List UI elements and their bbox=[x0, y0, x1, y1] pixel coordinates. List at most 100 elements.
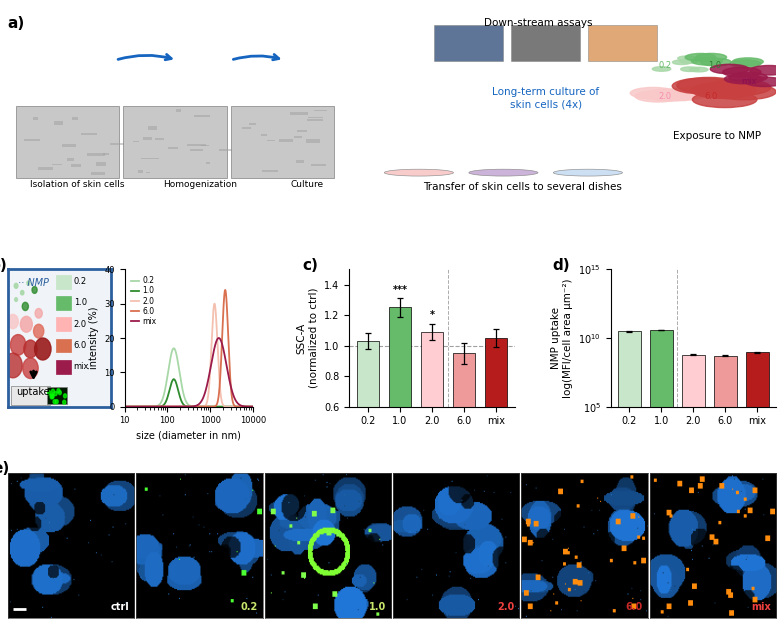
mix bbox=[214, 334, 223, 342]
FancyBboxPatch shape bbox=[307, 119, 323, 121]
Circle shape bbox=[652, 67, 671, 71]
Circle shape bbox=[750, 66, 784, 75]
1.0 bbox=[245, 403, 254, 411]
Circle shape bbox=[691, 57, 722, 65]
mix bbox=[179, 403, 188, 411]
FancyBboxPatch shape bbox=[307, 117, 323, 118]
Circle shape bbox=[745, 77, 783, 87]
Text: b): b) bbox=[0, 258, 7, 273]
Circle shape bbox=[673, 60, 691, 64]
Text: ***: *** bbox=[392, 285, 408, 295]
0.2 bbox=[169, 344, 179, 352]
Text: a): a) bbox=[8, 16, 25, 31]
Circle shape bbox=[710, 64, 749, 74]
FancyBboxPatch shape bbox=[67, 158, 74, 161]
6.0 bbox=[221, 288, 230, 296]
Line: 2.0: 2.0 bbox=[125, 304, 253, 407]
FancyBboxPatch shape bbox=[267, 140, 275, 142]
Circle shape bbox=[20, 316, 32, 332]
2.0 bbox=[221, 403, 230, 411]
0.2 bbox=[221, 403, 230, 411]
Circle shape bbox=[57, 389, 60, 393]
FancyBboxPatch shape bbox=[187, 144, 206, 146]
Text: mix: mix bbox=[74, 363, 89, 371]
Text: 1.0: 1.0 bbox=[74, 298, 87, 308]
FancyBboxPatch shape bbox=[123, 106, 227, 178]
FancyBboxPatch shape bbox=[111, 144, 127, 145]
Text: Homogenization: Homogenization bbox=[163, 180, 237, 189]
1.0 bbox=[126, 403, 136, 411]
Circle shape bbox=[14, 283, 18, 288]
FancyBboxPatch shape bbox=[311, 163, 326, 166]
2.0 bbox=[210, 300, 220, 308]
Circle shape bbox=[10, 334, 26, 355]
Circle shape bbox=[8, 314, 18, 329]
Circle shape bbox=[677, 77, 742, 94]
FancyBboxPatch shape bbox=[262, 170, 278, 172]
Text: Down-stream assays: Down-stream assays bbox=[484, 18, 592, 28]
2.0 bbox=[126, 403, 136, 411]
FancyBboxPatch shape bbox=[168, 147, 178, 149]
Circle shape bbox=[54, 391, 57, 396]
Circle shape bbox=[34, 324, 44, 338]
Text: *: * bbox=[430, 311, 434, 321]
Bar bbox=[421, 332, 443, 498]
Line: 0.2: 0.2 bbox=[125, 348, 253, 407]
0.2 bbox=[179, 391, 188, 398]
FancyBboxPatch shape bbox=[194, 115, 210, 117]
Text: 6.0: 6.0 bbox=[74, 341, 87, 350]
6.0 bbox=[120, 403, 129, 411]
Circle shape bbox=[53, 399, 56, 404]
Bar bbox=[11, 386, 50, 405]
FancyBboxPatch shape bbox=[297, 130, 307, 132]
Bar bbox=[485, 338, 507, 498]
Text: Culture: Culture bbox=[291, 180, 324, 189]
Ellipse shape bbox=[384, 169, 453, 176]
Circle shape bbox=[692, 92, 757, 107]
1.0 bbox=[249, 403, 258, 411]
Circle shape bbox=[706, 79, 771, 95]
Bar bbox=[714, 356, 737, 624]
2.0 bbox=[249, 403, 258, 411]
Circle shape bbox=[4, 353, 22, 378]
Ellipse shape bbox=[554, 169, 622, 176]
Bar bbox=[682, 355, 705, 624]
FancyBboxPatch shape bbox=[62, 144, 75, 147]
mix bbox=[183, 403, 192, 411]
6.0 bbox=[245, 403, 254, 411]
0.2 bbox=[249, 403, 258, 411]
Circle shape bbox=[15, 298, 17, 301]
Bar bbox=[389, 308, 411, 498]
mix bbox=[120, 403, 129, 411]
Text: 0.2: 0.2 bbox=[241, 602, 258, 612]
FancyBboxPatch shape bbox=[33, 117, 38, 120]
Circle shape bbox=[648, 89, 694, 101]
Circle shape bbox=[730, 60, 760, 67]
FancyBboxPatch shape bbox=[71, 117, 78, 120]
FancyBboxPatch shape bbox=[52, 164, 62, 165]
Circle shape bbox=[24, 340, 37, 358]
Bar bbox=[618, 331, 641, 624]
Circle shape bbox=[700, 58, 731, 66]
Text: 2.0: 2.0 bbox=[74, 319, 87, 329]
Circle shape bbox=[63, 400, 66, 404]
Bar bbox=[56, 360, 71, 374]
Bar bbox=[56, 339, 71, 353]
FancyBboxPatch shape bbox=[314, 110, 327, 111]
Circle shape bbox=[35, 308, 42, 318]
Circle shape bbox=[685, 54, 716, 61]
FancyBboxPatch shape bbox=[24, 139, 40, 141]
1.0 bbox=[169, 376, 179, 383]
Circle shape bbox=[712, 84, 776, 100]
Bar bbox=[452, 353, 475, 498]
Text: mix: mix bbox=[751, 602, 771, 612]
FancyBboxPatch shape bbox=[434, 25, 503, 61]
0.2 bbox=[245, 403, 254, 411]
Text: e): e) bbox=[0, 461, 10, 476]
Text: Isolation of skin cells: Isolation of skin cells bbox=[30, 180, 124, 189]
FancyBboxPatch shape bbox=[87, 154, 105, 157]
FancyBboxPatch shape bbox=[155, 139, 164, 140]
Text: 0.2: 0.2 bbox=[659, 61, 671, 71]
Circle shape bbox=[32, 286, 37, 293]
Circle shape bbox=[51, 394, 54, 398]
